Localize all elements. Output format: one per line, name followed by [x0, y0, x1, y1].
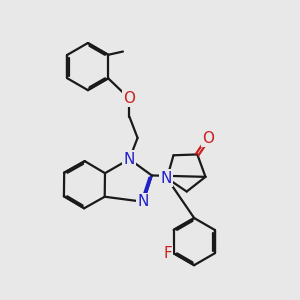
Text: O: O: [123, 91, 135, 106]
Text: N: N: [124, 152, 135, 167]
Text: O: O: [202, 131, 214, 146]
Text: N: N: [160, 171, 172, 186]
Text: F: F: [164, 246, 172, 261]
Text: N: N: [137, 194, 149, 209]
